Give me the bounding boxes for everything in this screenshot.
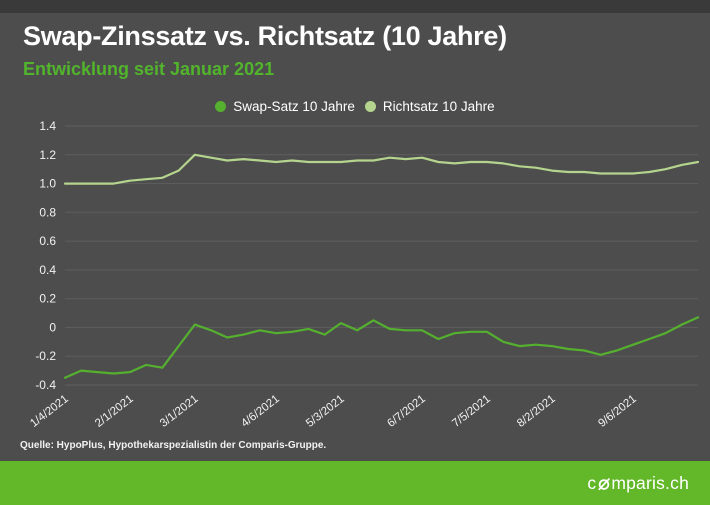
y-tick-label: -0.2 <box>35 349 56 363</box>
top-border-strip <box>0 0 710 13</box>
series-line-swap-satz-10-jahre <box>63 316 700 379</box>
legend-item-swap-satz: Swap-Satz 10 Jahre <box>215 99 355 114</box>
chart-legend: Swap-Satz 10 Jahre Richtsatz 10 Jahre <box>0 99 710 114</box>
swap-satz-dot-icon <box>215 101 227 112</box>
page-subtitle: Entwicklung seit Januar 2021 <box>23 59 275 79</box>
y-tick-label: 0.8 <box>39 205 56 219</box>
compass-o-icon <box>598 477 610 490</box>
x-tick-label: 5/3/2021 <box>304 393 347 430</box>
y-tick-label: 0.6 <box>39 234 56 248</box>
y-tick-label: 1.0 <box>39 177 56 191</box>
y-tick-label: 0 <box>49 320 56 334</box>
legend-label-swap-satz: Swap-Satz 10 Jahre <box>233 99 355 114</box>
x-tick-label: 4/6/2021 <box>239 393 282 430</box>
x-tick-label: 8/2/2021 <box>515 393 558 430</box>
y-tick-label: 1.4 <box>39 119 56 133</box>
x-tick-label: 9/6/2021 <box>596 393 639 430</box>
brand-text-prefix: c <box>587 472 597 493</box>
comparis-logo: c mparis.ch <box>587 473 689 494</box>
footer-bar: c mparis.ch <box>0 461 710 505</box>
y-tick-label: 0.2 <box>39 292 56 306</box>
x-tick-label: 7/5/2021 <box>450 393 493 430</box>
x-tick-label: 1/4/2021 <box>28 393 71 430</box>
legend-label-richtsatz: Richtsatz 10 Jahre <box>382 99 495 114</box>
richtsatz-dot-icon <box>364 101 376 112</box>
x-tick-label: 3/1/2021 <box>158 393 201 430</box>
series-line-richtsatz-10-jahre <box>63 153 700 185</box>
source-attribution: Quelle: HypoPlus, Hypothekarspezialistin… <box>20 440 327 451</box>
y-tick-label: -0.4 <box>35 378 56 392</box>
y-tick-label: 0.4 <box>39 263 56 277</box>
legend-item-richtsatz: Richtsatz 10 Jahre <box>364 99 495 114</box>
page-title: Swap-Zinssatz vs. Richtsatz (10 Jahre) <box>23 21 507 51</box>
line-chart: 1.4 1.2 1.0 0.8 0.6 0.4 0.2 0 -0.2 -0.41/4/2021 2/… <box>28 119 700 430</box>
y-tick-label: 1.2 <box>39 148 56 162</box>
brand-text-suffix: mparis.ch <box>611 472 689 493</box>
x-tick-label: 6/7/2021 <box>385 393 428 430</box>
x-tick-label: 2/1/2021 <box>93 393 136 430</box>
